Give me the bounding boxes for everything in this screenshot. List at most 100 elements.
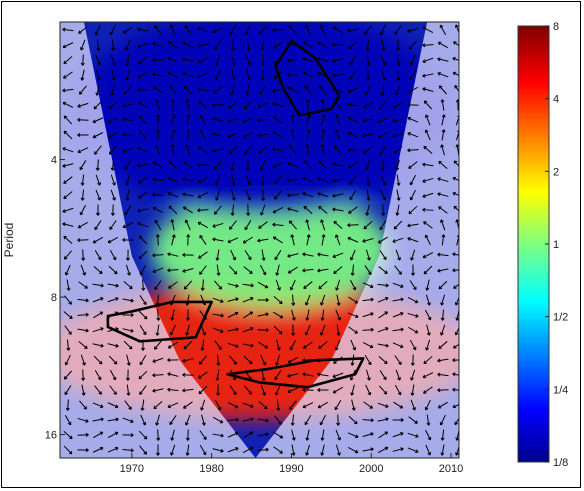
phase-arrow bbox=[138, 130, 147, 140]
phase-arrow bbox=[411, 264, 416, 276]
phase-arrow bbox=[95, 159, 100, 171]
phase-arrow bbox=[379, 250, 387, 261]
phase-arrow bbox=[80, 174, 85, 186]
phase-arrow bbox=[122, 222, 134, 229]
phase-arrow bbox=[242, 131, 254, 139]
phase-arrow bbox=[77, 238, 89, 243]
phase-arrow bbox=[77, 133, 89, 137]
phase-arrow bbox=[152, 267, 164, 274]
phase-arrow bbox=[438, 280, 448, 290]
phase-arrow bbox=[347, 87, 359, 94]
phase-arrow bbox=[347, 102, 359, 107]
phase-arrow bbox=[395, 369, 401, 381]
phase-arrow bbox=[332, 162, 344, 167]
phase-arrow bbox=[392, 417, 404, 422]
phase-arrow bbox=[185, 99, 190, 111]
phase-arrow bbox=[423, 386, 433, 394]
significance-contours bbox=[106, 39, 365, 389]
phase-arrow bbox=[167, 372, 179, 377]
phase-arrow bbox=[321, 234, 326, 246]
phase-arrow bbox=[423, 100, 433, 110]
phase-arrow bbox=[407, 86, 419, 94]
phase-arrow bbox=[184, 24, 192, 35]
phase-arrow bbox=[212, 313, 224, 318]
phase-arrow bbox=[92, 297, 104, 303]
phase-arrow bbox=[348, 206, 358, 214]
phase-arrow bbox=[155, 129, 160, 141]
phase-arrow bbox=[452, 176, 459, 181]
significance-contour-left-lower bbox=[106, 300, 213, 343]
phase-arrow bbox=[110, 174, 116, 186]
phase-arrow bbox=[288, 25, 298, 34]
phase-arrow bbox=[110, 54, 117, 66]
phase-arrow bbox=[366, 174, 371, 186]
phase-arrow bbox=[214, 399, 222, 411]
phase-arrow bbox=[454, 326, 459, 336]
phase-arrow bbox=[227, 283, 239, 288]
phase-arrow bbox=[212, 148, 224, 153]
phase-arrow bbox=[139, 115, 147, 125]
phase-arrow bbox=[167, 341, 178, 349]
phase-arrow bbox=[81, 384, 86, 396]
phase-arrow bbox=[452, 268, 459, 273]
phase-arrow bbox=[362, 418, 374, 423]
phase-arrow bbox=[422, 26, 434, 34]
phase-arrow bbox=[425, 279, 430, 291]
phase-arrow bbox=[200, 279, 205, 291]
cone-of-influence bbox=[60, 22, 459, 458]
x-axis: 1970 1980 1990 2000 2010 bbox=[120, 453, 463, 475]
phase-arrow bbox=[320, 144, 325, 156]
phase-arrow bbox=[182, 388, 194, 393]
phase-arrow bbox=[242, 402, 254, 408]
phase-arrow bbox=[138, 56, 148, 64]
phase-arrow bbox=[351, 399, 356, 411]
phase-arrow bbox=[347, 28, 359, 33]
phase-arrow bbox=[335, 444, 341, 456]
phase-arrow bbox=[125, 174, 130, 186]
phase-arrow bbox=[437, 268, 449, 273]
phase-arrow bbox=[320, 429, 325, 441]
phase-arrow bbox=[393, 101, 403, 109]
phase-arrow bbox=[230, 54, 236, 66]
phase-arrow bbox=[107, 297, 119, 303]
phase-arrows bbox=[62, 24, 459, 456]
phase-arrow bbox=[410, 249, 416, 261]
phase-arrow bbox=[455, 445, 459, 456]
phase-arrow bbox=[335, 129, 341, 141]
phase-arrow bbox=[122, 433, 134, 438]
phase-arrow bbox=[137, 176, 148, 184]
phase-arrow bbox=[182, 372, 194, 377]
phase-arrow bbox=[107, 446, 119, 453]
phase-arrow bbox=[380, 189, 387, 201]
phase-arrow bbox=[137, 71, 149, 79]
phase-arrow bbox=[453, 283, 459, 289]
phase-arrow bbox=[63, 130, 73, 140]
phase-arrow bbox=[362, 282, 374, 289]
phase-arrow bbox=[227, 237, 239, 244]
phase-arrow bbox=[380, 159, 385, 171]
phase-arrow bbox=[275, 264, 280, 276]
phase-arrow bbox=[62, 222, 74, 227]
phase-arrow bbox=[440, 309, 445, 321]
phase-arrow bbox=[197, 56, 209, 64]
phase-arrow bbox=[287, 207, 299, 212]
phase-arrow bbox=[94, 145, 102, 155]
phase-arrow bbox=[155, 324, 160, 336]
phase-arrow bbox=[407, 326, 419, 334]
phase-arrow bbox=[272, 222, 284, 227]
phase-arrow bbox=[182, 41, 194, 48]
phase-arrow bbox=[452, 57, 459, 61]
phase-arrow bbox=[303, 160, 313, 170]
phase-arrow bbox=[437, 71, 449, 78]
phase-arrow bbox=[439, 24, 447, 36]
phase-arrow bbox=[214, 340, 222, 350]
phase-arrow bbox=[244, 250, 252, 261]
phase-arrow bbox=[213, 160, 223, 170]
phase-arrow bbox=[124, 205, 132, 216]
phase-arrow bbox=[152, 357, 164, 363]
phase-arrow bbox=[138, 370, 148, 380]
phase-arrow bbox=[378, 311, 389, 319]
phase-arrow bbox=[305, 114, 311, 126]
phase-arrow bbox=[183, 280, 193, 290]
phase-arrow bbox=[395, 204, 400, 216]
